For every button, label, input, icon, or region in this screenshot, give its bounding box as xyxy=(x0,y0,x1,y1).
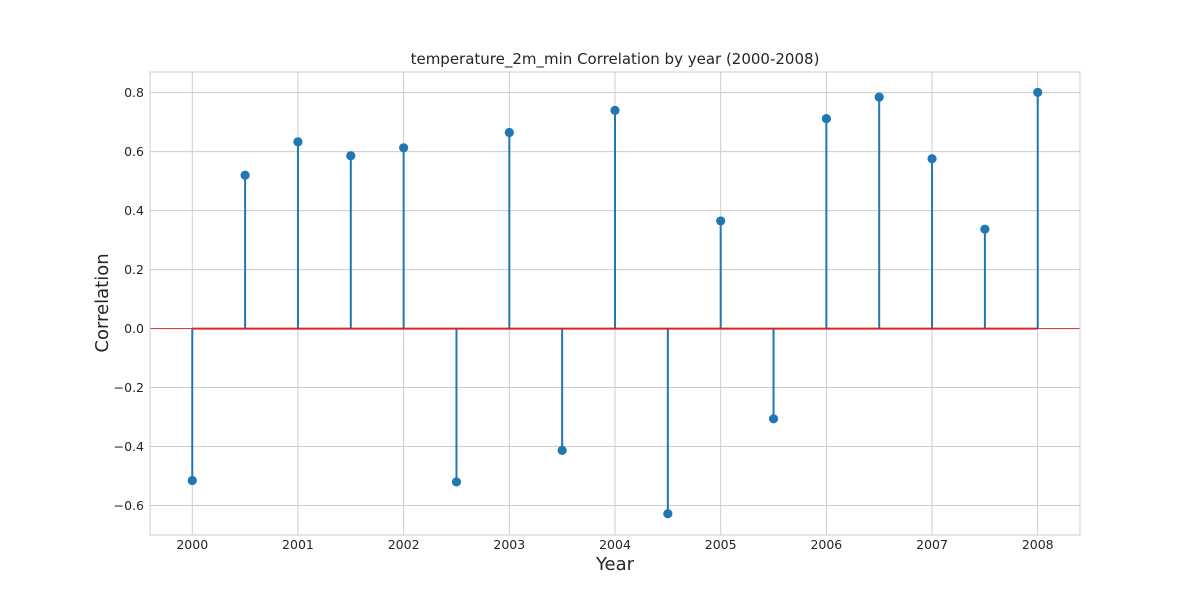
stem-marker xyxy=(504,127,514,138)
x-tick-label: 2008 xyxy=(1022,537,1054,552)
y-tick-label: −0.4 xyxy=(114,439,144,454)
stem-marker xyxy=(874,92,884,102)
stem-marker xyxy=(346,151,356,161)
x-tick-label: 2005 xyxy=(705,537,737,552)
plot-frame xyxy=(149,71,1081,536)
y-tick-label: 0.2 xyxy=(124,262,144,277)
y-tick-label: 0.0 xyxy=(124,321,144,336)
y-tick-label: 0.8 xyxy=(124,85,144,100)
x-tick-label: 2003 xyxy=(493,537,525,552)
x-tick-label: 2000 xyxy=(176,537,208,552)
stem-marker xyxy=(927,154,937,164)
stem-marker xyxy=(557,445,567,455)
x-tick-label: 2002 xyxy=(388,537,420,552)
x-tick-label: 2006 xyxy=(810,537,842,552)
y-ticks: −0.6 −0.4 −0.2 0.0 0.2 0.4 0.6 0.8 xyxy=(114,85,144,513)
stem-marker xyxy=(821,113,831,124)
y-tick-label: 0.6 xyxy=(124,144,144,159)
y-tick-label: −0.6 xyxy=(114,498,144,513)
x-tick-label: 2004 xyxy=(599,537,631,552)
stem-marker xyxy=(399,143,409,153)
x-tick-label: 2001 xyxy=(282,537,314,552)
x-axis-label: Year xyxy=(595,554,635,575)
y-axis-label: Correlation xyxy=(92,253,113,352)
stem-marker xyxy=(293,137,303,147)
x-tick-label: 2007 xyxy=(916,537,948,552)
stem-marker xyxy=(240,170,250,180)
stem-marker xyxy=(716,216,726,226)
stem-marker xyxy=(187,475,197,486)
x-ticks: 2000 2001 2002 2003 2004 2005 2006 2007 2008 xyxy=(176,537,1053,552)
stem-marker xyxy=(451,477,462,487)
y-tick-label: 0.4 xyxy=(124,203,144,218)
y-tick-label: −0.2 xyxy=(114,380,144,395)
stems xyxy=(187,87,1043,519)
stem-marker xyxy=(663,509,673,519)
chart-title: temperature_2m_min Correlation by year (… xyxy=(411,50,820,69)
stem-marker xyxy=(768,414,779,424)
stem-marker xyxy=(610,105,620,115)
stem-marker xyxy=(1033,87,1043,97)
stem-marker xyxy=(980,224,990,234)
